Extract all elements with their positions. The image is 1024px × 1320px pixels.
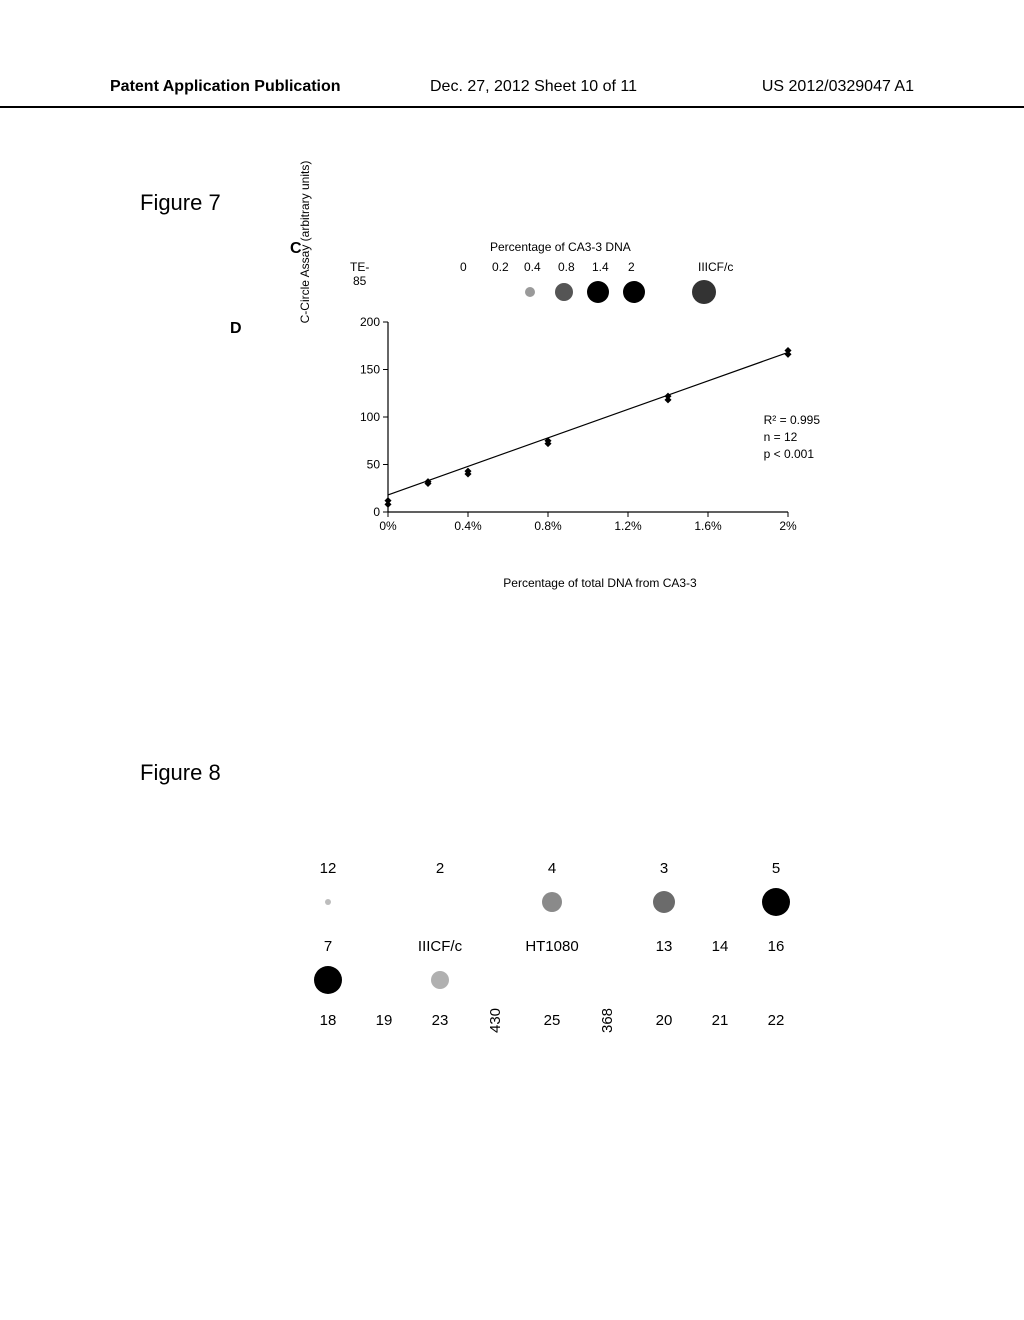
panel-c-col-label: 1.4 <box>592 260 609 274</box>
panel-c-dot <box>692 280 716 304</box>
svg-text:50: 50 <box>367 458 381 472</box>
panel-d-chart: C-Circle Assay (arbitrary units) 0501001… <box>310 312 810 552</box>
fig8-dot <box>431 971 449 989</box>
fig8-label: 23 <box>412 1012 468 1029</box>
fig8-label: IIICF/c <box>412 938 468 955</box>
panel-c-col-label: 2 <box>628 260 635 274</box>
svg-text:150: 150 <box>360 363 380 377</box>
panel-c-dot <box>525 287 535 297</box>
panel-c-col-label: 0 <box>460 260 467 274</box>
fig8-dot <box>314 966 342 994</box>
header-left: Patent Application Publication <box>110 78 341 96</box>
header-right: US 2012/0329047 A1 <box>762 78 914 96</box>
fig8-label: 7 <box>300 938 356 955</box>
panel-c-dot <box>555 283 573 301</box>
panel-c-col-label: IIICF/c <box>698 260 733 274</box>
chart-svg: 0 50 100 150 200 0% 0.4% 0.8% 1.2% 1.6% 2% <box>338 312 798 542</box>
svg-text:0.4%: 0.4% <box>454 519 482 533</box>
svg-text:1.2%: 1.2% <box>614 519 642 533</box>
fig8-label: 12 <box>300 860 356 877</box>
header-mid: Dec. 27, 2012 Sheet 10 of 11 <box>430 78 637 96</box>
panel-c-dot <box>623 281 645 303</box>
panel-c-title: Percentage of CA3-3 DNA <box>490 240 631 254</box>
svg-text:0.8%: 0.8% <box>534 519 562 533</box>
chart-stat-line: n = 12 <box>764 429 820 446</box>
chart-y-axis-label: C-Circle Assay (arbitrary units) <box>298 142 312 342</box>
fig8-label: 14 <box>692 938 748 955</box>
svg-text:200: 200 <box>360 315 380 329</box>
fig8-label: 368 <box>580 1012 636 1029</box>
chart-stats: R² = 0.995n = 12p < 0.001 <box>764 412 820 462</box>
figure-8-container: 12 2 4 3 5 7 IIICF/c HT1080 131416 18192343025368… <box>300 860 860 1160</box>
svg-text:0%: 0% <box>379 519 397 533</box>
svg-text:100: 100 <box>360 410 380 424</box>
fig8-label: 2 <box>412 860 468 877</box>
fig8-label: 5 <box>748 860 804 877</box>
fig8-dot <box>762 888 790 916</box>
fig8-label: 21 <box>692 1012 748 1029</box>
fig8-dot <box>653 891 675 913</box>
chart-stat-line: R² = 0.995 <box>764 412 820 429</box>
svg-text:1.6%: 1.6% <box>694 519 722 533</box>
chart-stat-line: p < 0.001 <box>764 446 820 463</box>
panel-c-col-label: 0.2 <box>492 260 509 274</box>
chart-x-axis-label: Percentage of total DNA from CA3-3 <box>390 576 810 590</box>
fig8-label: 19 <box>356 1012 412 1029</box>
fig8-label: 20 <box>636 1012 692 1029</box>
panel-c-col-label: TE-85 <box>350 260 369 288</box>
fig8-label: 16 <box>748 938 804 955</box>
fig8-label: 4 <box>524 860 580 877</box>
figure-8-title: Figure 8 <box>140 760 221 786</box>
panel-d-label: D <box>230 320 242 338</box>
fig8-label: 25 <box>524 1012 580 1029</box>
panel-c-col-label: 0.4 <box>524 260 541 274</box>
svg-text:2%: 2% <box>779 519 797 533</box>
fig8-label: HT1080 <box>524 938 580 955</box>
fig8-dot <box>325 899 331 905</box>
panel-c-col-label: 0.8 <box>558 260 575 274</box>
fig8-label: 3 <box>636 860 692 877</box>
svg-text:0: 0 <box>373 505 380 519</box>
figure-8-grid: 12 2 4 3 5 7 IIICF/c HT1080 131416 18192343025368… <box>300 860 860 1038</box>
fig8-label: 22 <box>748 1012 804 1029</box>
figure-7-container: C Percentage of CA3-3 DNA TE-8500.20.40.… <box>270 240 870 580</box>
fig8-dot <box>542 892 562 912</box>
fig8-label: 13 <box>636 938 692 955</box>
fig8-label: 18 <box>300 1012 356 1029</box>
fig8-label: 430 <box>468 1012 524 1029</box>
figure-7-title: Figure 7 <box>140 190 221 216</box>
panel-c-dot <box>587 281 609 303</box>
